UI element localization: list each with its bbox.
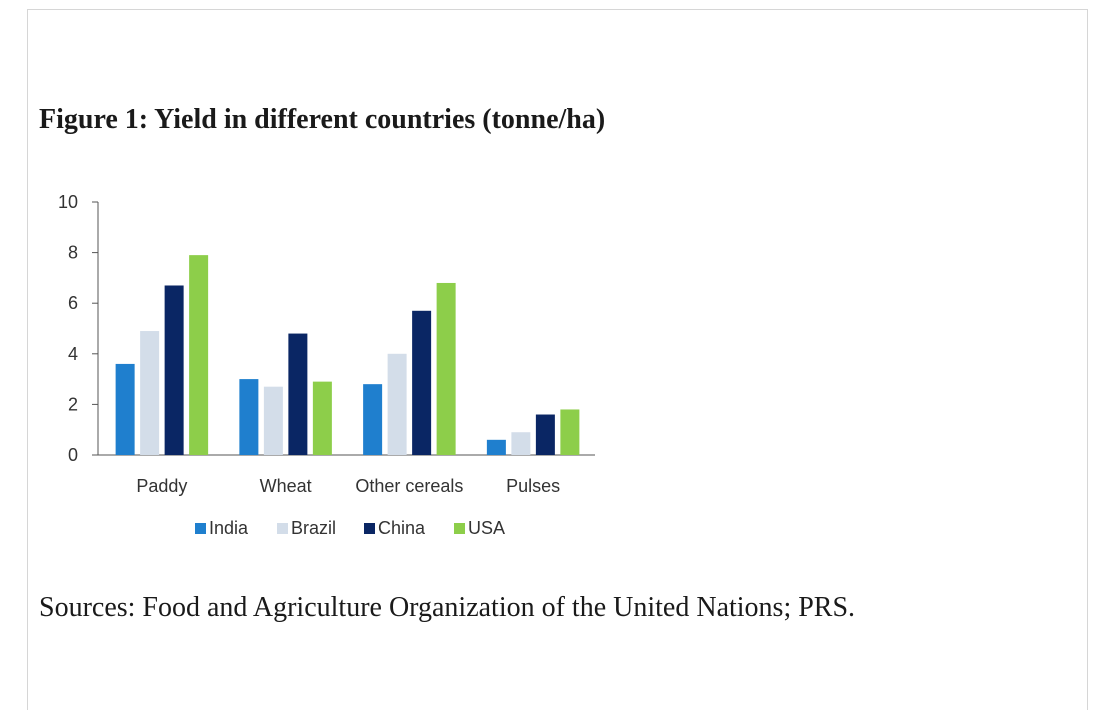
bar-brazil-pulses <box>511 432 531 455</box>
legend-label-india: India <box>209 518 249 538</box>
chart-svg: 0 2 4 6 8 10 Paddy Wheat Other cereals Pulses Indi… <box>58 192 595 538</box>
y-tick-label: 8 <box>68 243 78 263</box>
bar-brazil-wheat <box>263 386 283 455</box>
sources-note: Sources: Food and Agriculture Organizati… <box>39 592 856 623</box>
figure-title: Figure 1: Yield in different countries (… <box>39 104 606 135</box>
bar-china-pulses <box>535 414 555 455</box>
x-category-label: Pulses <box>506 476 560 496</box>
x-category-label: Other cereals <box>355 476 463 496</box>
bar-brazil-paddy <box>140 331 160 455</box>
bar-usa-pulses <box>560 409 580 455</box>
bar-india-wheat <box>239 379 259 455</box>
frame-right-border <box>1087 9 1088 710</box>
legend-label-usa: USA <box>468 518 505 538</box>
bar-usa-paddy <box>189 255 209 455</box>
bar-india-pulses <box>486 439 506 455</box>
frame-top-border <box>27 9 1087 10</box>
bar-india-other-cereals <box>363 384 383 455</box>
y-tick-label: 6 <box>68 293 78 313</box>
x-category-label: Paddy <box>136 476 187 496</box>
y-tick-label: 4 <box>68 344 78 364</box>
legend-label-brazil: Brazil <box>291 518 336 538</box>
bar-usa-wheat <box>312 381 332 455</box>
y-tick-label: 2 <box>68 394 78 414</box>
y-tick-label: 0 <box>68 445 78 465</box>
bar-brazil-other-cereals <box>387 353 407 455</box>
bar-usa-other-cereals <box>436 282 456 455</box>
bar-chart: 0 2 4 6 8 10 Paddy Wheat Other cereals Pulses Indi… <box>40 180 620 560</box>
bar-china-other-cereals <box>412 310 432 455</box>
legend-swatch-china <box>364 523 375 534</box>
legend-label-china: China <box>378 518 426 538</box>
bar-china-wheat <box>288 333 308 455</box>
legend-swatch-brazil <box>277 523 288 534</box>
legend-swatch-india <box>195 523 206 534</box>
legend-swatch-usa <box>454 523 465 534</box>
x-category-label: Wheat <box>260 476 312 496</box>
frame-left-border <box>27 9 28 710</box>
bar-china-paddy <box>164 285 184 455</box>
bar-india-paddy <box>115 363 135 455</box>
y-tick-label: 10 <box>58 192 78 212</box>
